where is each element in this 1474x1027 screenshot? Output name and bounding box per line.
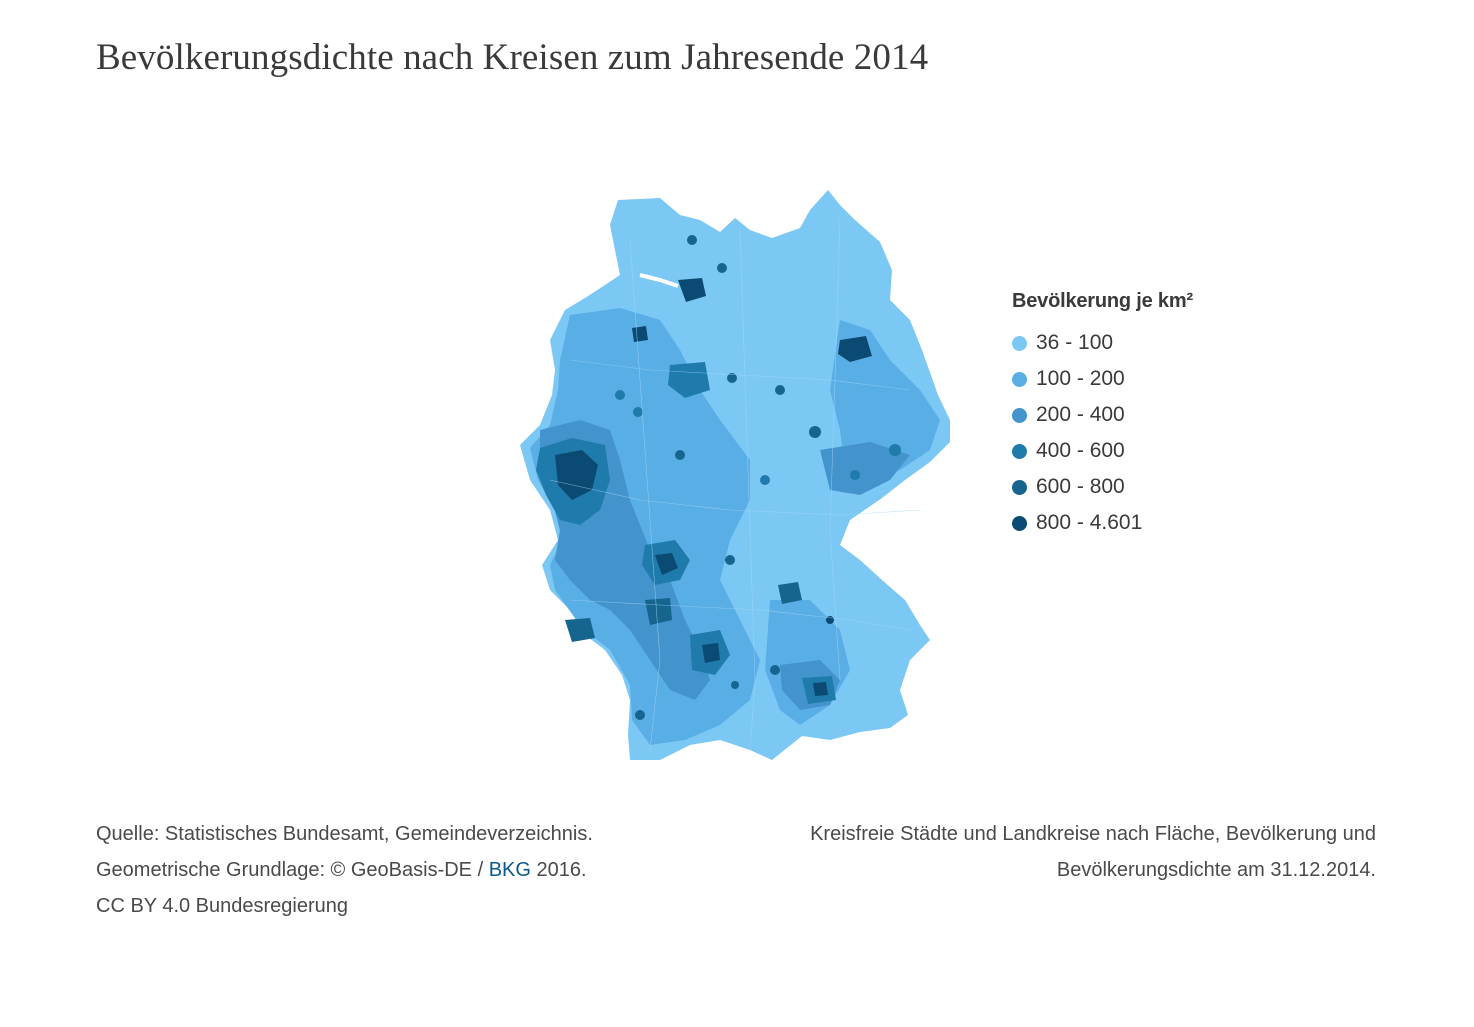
region-class-6-frankfurt (655, 553, 678, 575)
city-leipzig (809, 426, 821, 438)
city-erfurt (760, 475, 770, 485)
note-block: Kreisfreie Städte und Landkreise nach Fl… (736, 816, 1376, 888)
region-class-4-hannover (668, 362, 710, 398)
legend-label: 600 - 800 (1036, 475, 1125, 498)
city-ulm (731, 681, 739, 689)
source-line-2-prefix: Geometrische Grundlage: © GeoBasis-DE / (96, 859, 489, 881)
legend-swatch (1012, 407, 1027, 423)
legend-title: Bevölkerung je km² (1012, 290, 1193, 312)
legend-item: 800 - 4.601 (1012, 505, 1193, 541)
germany-map (510, 180, 960, 770)
legend-label: 200 - 400 (1036, 403, 1125, 426)
region-class-5-nuremberg (778, 582, 802, 604)
legend-swatch (1012, 443, 1027, 459)
region-class-6-berlin (838, 336, 872, 362)
city-wuerzburg (725, 555, 735, 565)
region-class-6-hamburg (678, 278, 706, 302)
source-line-2: Geometrische Grundlage: © GeoBasis-DE / … (96, 852, 593, 888)
city-augsburg (770, 665, 780, 675)
elbe-river (639, 273, 679, 288)
bkg-link[interactable]: BKG (488, 859, 531, 881)
region-class-6-munich (813, 682, 828, 696)
region-class-6-ruhr (555, 450, 598, 500)
region-class-4-saar (565, 618, 595, 642)
legend-item: 36 - 100 (1012, 325, 1193, 361)
source-line-3: CC BY 4.0 Bundesregierung (96, 895, 349, 917)
city-magdeburg (775, 385, 785, 395)
legend-item: 400 - 600 (1012, 433, 1193, 469)
source-line-1: Quelle: Statistisches Bundesamt, Gemeind… (96, 823, 593, 845)
city-chemnitz (850, 470, 860, 480)
legend-swatch (1012, 371, 1027, 387)
city-bielefeld (633, 407, 643, 417)
city-kiel (687, 235, 697, 245)
city-braunschweig (727, 373, 737, 383)
legend-item: 100 - 200 (1012, 361, 1193, 397)
city-dresden (889, 444, 901, 456)
legend-label: 400 - 600 (1036, 439, 1125, 462)
legend-items: 36 - 100 100 - 200 200 - 400 400 - 600 600 -… (1012, 325, 1193, 541)
city-kassel (675, 450, 685, 460)
legend-label: 100 - 200 (1036, 367, 1125, 390)
city-osnabrueck (615, 390, 625, 400)
legend-label: 36 - 100 (1036, 331, 1114, 354)
map-legend: Bevölkerung je km² 36 - 100 100 - 200 200 … (1012, 290, 1193, 541)
region-class-2-east (830, 320, 940, 480)
region-class-3-saxony (820, 442, 910, 495)
city-freiburg (635, 710, 645, 720)
county-boundaries (549, 219, 921, 751)
source-line-2-suffix: 2016. (530, 859, 587, 881)
legend-swatch (1012, 335, 1027, 351)
legend-swatch (1012, 515, 1027, 531)
city-luebeck (717, 263, 727, 273)
region-class-6-bremen (632, 326, 648, 342)
legend-item: 200 - 400 (1012, 397, 1193, 433)
note-line-2: Bevölkerungsdichte am 31.12.2014. (1056, 859, 1376, 881)
note-line-1: Kreisfreie Städte und Landkreise nach Fl… (810, 823, 1376, 845)
legend-item: 600 - 800 (1012, 469, 1193, 505)
source-block: Quelle: Statistisches Bundesamt, Gemeind… (96, 816, 593, 924)
germany-choropleth-map (520, 190, 950, 760)
map-title: Bevölkerungsdichte nach Kreisen zum Jahr… (96, 37, 929, 78)
legend-swatch (1012, 479, 1027, 495)
region-class-6-stuttgart (702, 643, 720, 663)
legend-label: 800 - 4.601 (1036, 511, 1143, 534)
